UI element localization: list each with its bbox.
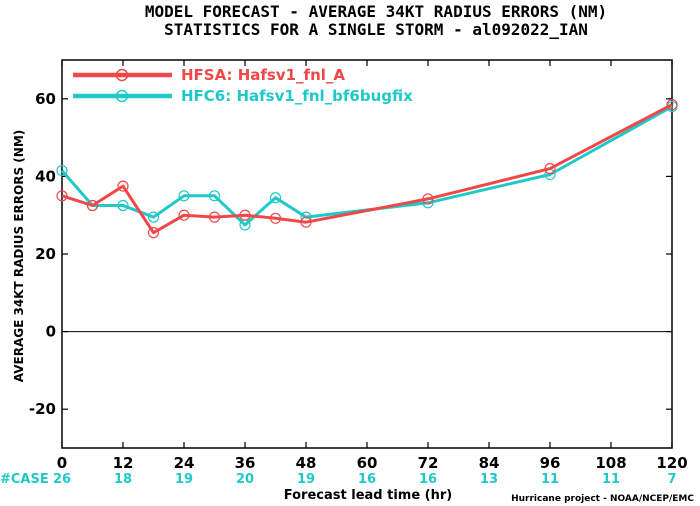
case-count: 20 <box>236 472 254 487</box>
x-tick-label: 84 <box>479 454 500 472</box>
plot-area: -20 0 20 40 60 0 12 24 36 48 60 72 84 96 108 120 HFSA: H… <box>0 60 688 487</box>
x-tick-label: 0 <box>57 454 67 472</box>
chart-titles: MODEL FORECAST - AVERAGE 34KT RADIUS ERR… <box>145 2 607 39</box>
case-count: 26 <box>53 472 71 487</box>
chart-title: MODEL FORECAST - AVERAGE 34KT RADIUS ERR… <box>145 2 607 21</box>
series-line-1 <box>62 107 672 225</box>
x-tick-label: 96 <box>540 454 561 472</box>
y-tick-label: -20 <box>29 400 56 418</box>
case-row-label: #CASE <box>0 472 49 487</box>
case-count: 19 <box>297 472 315 487</box>
case-count: 18 <box>114 472 132 487</box>
x-tick-label: 120 <box>656 454 687 472</box>
x-tick-label: 72 <box>418 454 439 472</box>
case-count: 16 <box>358 472 376 487</box>
case-count: 13 <box>480 472 498 487</box>
x-tick-label: 108 <box>595 454 626 472</box>
x-tick-label: 48 <box>296 454 317 472</box>
case-count: 16 <box>419 472 437 487</box>
legend-label-1: HFC6: Hafsv1_fnl_bf6bugfix <box>181 87 413 105</box>
x-tick-label: 60 <box>357 454 378 472</box>
chart-subtitle: STATISTICS FOR A SINGLE STORM - al092022… <box>164 20 588 39</box>
series-line-0 <box>62 105 672 233</box>
y-tick-label: 60 <box>35 90 56 108</box>
x-tick-label: 24 <box>174 454 195 472</box>
x-tick-label: 36 <box>235 454 256 472</box>
legend-label-0: HFSA: Hafsv1_fnl_A <box>181 66 345 84</box>
case-count: 7 <box>667 472 676 487</box>
y-tick-label: 0 <box>46 323 56 341</box>
x-axis-label: Forecast lead time (hr) <box>284 488 452 503</box>
plot-frame <box>62 60 672 448</box>
case-count: 11 <box>602 472 620 487</box>
credit-text: Hurricane project - NOAA/NCEP/EMC <box>511 494 694 504</box>
x-tick-label: 12 <box>113 454 134 472</box>
y-tick-label: 40 <box>35 167 56 185</box>
y-tick-label: 20 <box>35 245 56 263</box>
y-axis-label: AVERAGE 34KT RADIUS ERRORS (NM) <box>12 130 26 382</box>
case-count: 11 <box>541 472 559 487</box>
case-count: 19 <box>175 472 193 487</box>
